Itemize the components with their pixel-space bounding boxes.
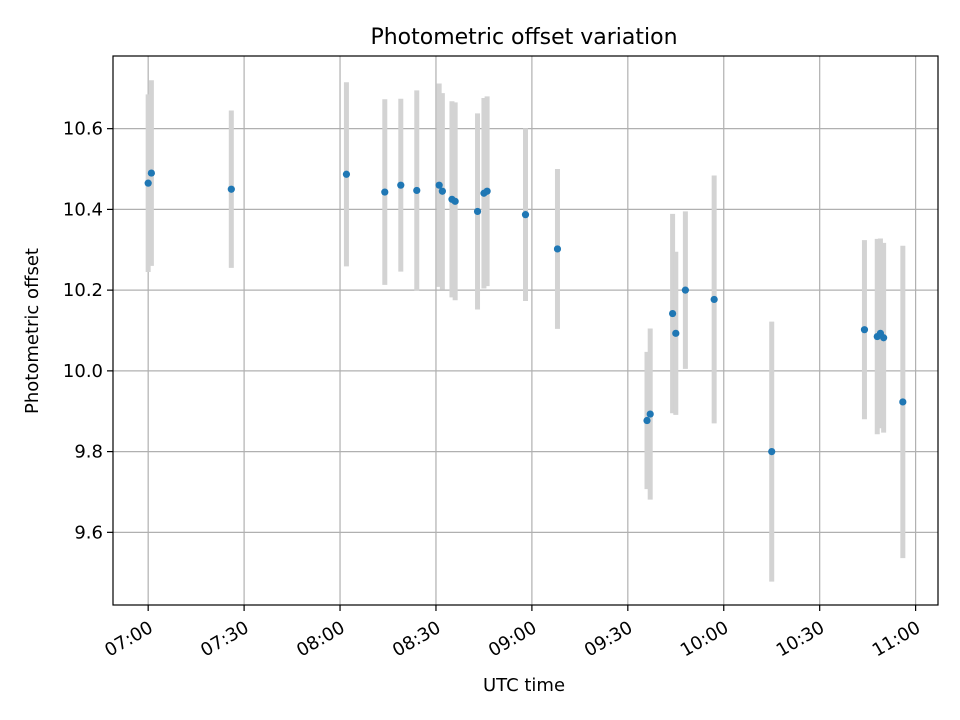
data-point (672, 329, 680, 337)
axis-ticks: 07:00 07:30 08:00 08:30 09:00 09:30 10:00 10:30… (63, 119, 924, 662)
x-tick-label: 10:00 (677, 617, 732, 661)
data-point (147, 169, 155, 177)
y-tick-label: 9.6 (74, 522, 103, 543)
data-point (553, 245, 562, 253)
data-point (397, 181, 405, 189)
data-point (435, 181, 443, 189)
y-tick-label: 10.4 (63, 199, 103, 220)
plot-frame (112, 55, 939, 606)
data-point (646, 410, 654, 418)
data-point (643, 416, 651, 425)
data-point (438, 187, 446, 195)
data-point (144, 179, 152, 187)
data-point (710, 295, 718, 304)
data-point (413, 186, 421, 195)
x-tick-label: 08:00 (293, 617, 348, 661)
data-point (668, 309, 677, 318)
y-tick-label: 10.0 (63, 361, 103, 382)
x-tick-label: 09:00 (485, 617, 540, 661)
y-tick-label: 10.2 (63, 280, 103, 301)
x-axis-label: UTC time (483, 675, 565, 696)
error-bars (145, 80, 906, 582)
x-tick-label: 07:30 (197, 617, 252, 661)
y-axis-label: Photometric offset (22, 248, 43, 414)
data-point (768, 448, 776, 456)
data-point (381, 188, 389, 196)
y-tick-label: 9.8 (74, 442, 103, 463)
data-point (521, 211, 530, 219)
x-tick-label: 08:30 (389, 617, 444, 661)
x-tick-label: 11:00 (869, 617, 924, 661)
data-point (227, 185, 235, 193)
data-point (342, 170, 351, 178)
x-tick-label: 10:30 (773, 617, 828, 661)
data-point (681, 286, 689, 294)
data-point (483, 187, 491, 195)
chart-title: Photometric offset variation (370, 25, 677, 50)
x-tick-label: 09:30 (581, 617, 636, 661)
data-points (144, 169, 907, 456)
data-point (473, 207, 482, 216)
data-point (860, 326, 869, 334)
data-point (880, 334, 888, 342)
data-point (451, 197, 459, 205)
x-tick-label: 07:00 (101, 617, 156, 661)
y-tick-label: 10.6 (63, 119, 103, 140)
data-point (899, 398, 907, 406)
